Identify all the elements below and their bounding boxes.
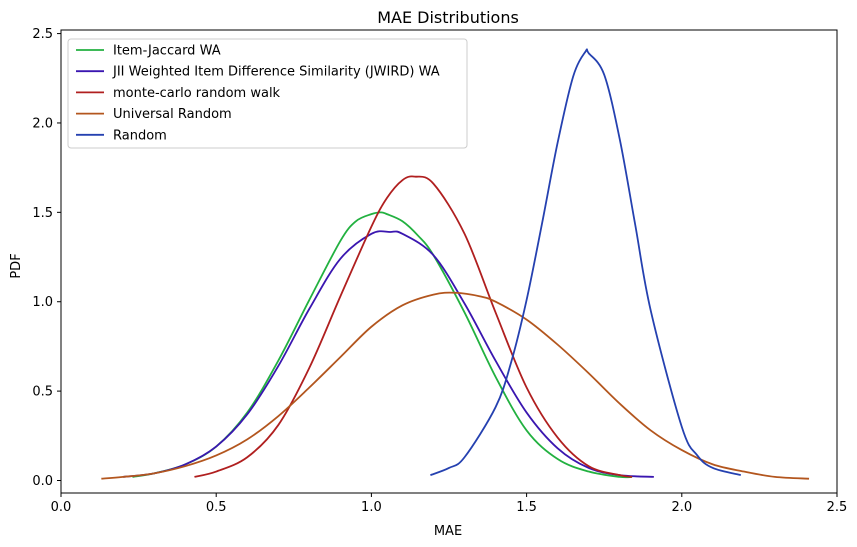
y-tick-label: 2.5	[32, 27, 53, 42]
x-tick-label: 2.0	[671, 500, 692, 515]
legend-label-1: Item-Jaccard WA	[113, 44, 221, 59]
legend: Item-Jaccard WA JII Weighted Item Differe…	[67, 38, 468, 149]
legend-label-4: Universal Random	[113, 107, 232, 122]
x-tick-label: 1.5	[516, 500, 537, 515]
legend-label-3: monte-carlo random walk	[113, 86, 281, 101]
y-axis-label: PDF	[9, 253, 24, 278]
legend-label-5: Random	[113, 128, 167, 143]
y-tick-label: 0.0	[32, 474, 53, 489]
series-line-5	[430, 48, 742, 476]
x-tick-label: 0.5	[206, 500, 227, 515]
axes: 0.0 0.5 1.0 1.5 2.0 2.5 0.0 0.5 1.0 1.5 2.0 2.5	[32, 27, 847, 515]
plot-area	[101, 48, 810, 480]
legend-box	[67, 38, 468, 149]
series-line-3	[194, 175, 633, 478]
plot-frame	[60, 29, 838, 494]
y-tick-label: 2.0	[32, 116, 53, 131]
x-tick-label: 1.0	[361, 500, 382, 515]
x-axis-label: MAE	[434, 524, 462, 539]
y-tick-label: 1.0	[32, 295, 53, 310]
series-line-4	[101, 291, 810, 480]
series-line-2	[122, 230, 654, 478]
y-tick-label: 0.5	[32, 385, 53, 400]
chart-title: MAE Distributions	[377, 8, 519, 27]
x-tick-label: 2.5	[827, 500, 848, 515]
y-tick-label: 1.5	[32, 206, 53, 221]
legend-label-2: JII Weighted Item Difference Similarity …	[112, 65, 440, 80]
x-tick-label: 0.0	[51, 500, 72, 515]
